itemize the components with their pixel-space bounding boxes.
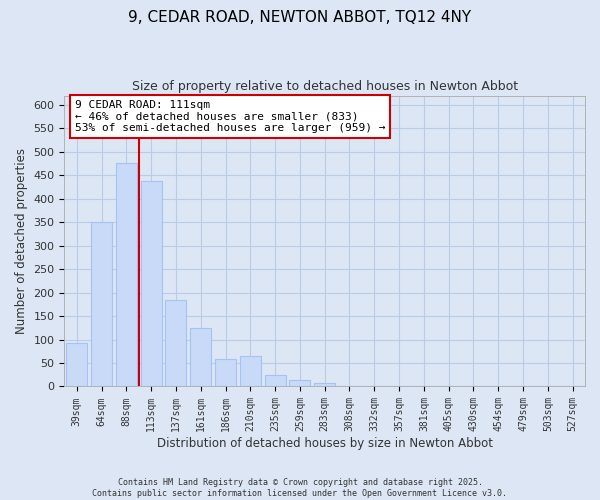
Bar <box>190 328 211 386</box>
Bar <box>240 356 261 386</box>
Bar <box>166 300 187 386</box>
Bar <box>215 359 236 386</box>
Bar <box>91 222 112 386</box>
Bar <box>314 382 335 386</box>
Title: Size of property relative to detached houses in Newton Abbot: Size of property relative to detached ho… <box>131 80 518 93</box>
Bar <box>289 380 310 386</box>
Bar <box>140 182 162 386</box>
Bar <box>265 375 286 386</box>
Text: 9 CEDAR ROAD: 111sqm
← 46% of detached houses are smaller (833)
53% of semi-deta: 9 CEDAR ROAD: 111sqm ← 46% of detached h… <box>75 100 385 133</box>
Y-axis label: Number of detached properties: Number of detached properties <box>15 148 28 334</box>
Text: 9, CEDAR ROAD, NEWTON ABBOT, TQ12 4NY: 9, CEDAR ROAD, NEWTON ABBOT, TQ12 4NY <box>128 10 472 25</box>
Bar <box>66 343 88 386</box>
Text: Contains HM Land Registry data © Crown copyright and database right 2025.
Contai: Contains HM Land Registry data © Crown c… <box>92 478 508 498</box>
X-axis label: Distribution of detached houses by size in Newton Abbot: Distribution of detached houses by size … <box>157 437 493 450</box>
Bar <box>116 163 137 386</box>
